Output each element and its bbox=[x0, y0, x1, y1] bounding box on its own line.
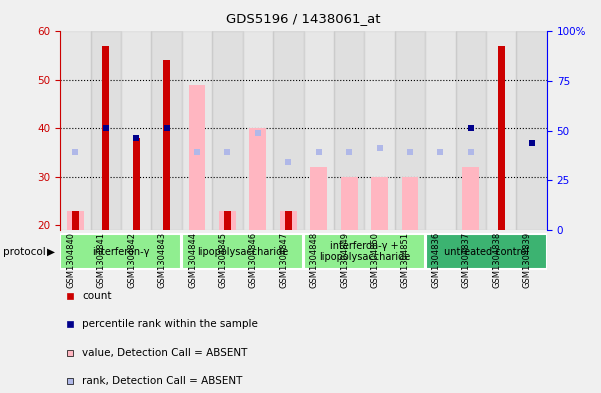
Bar bbox=[426, 31, 456, 230]
Text: GSM1304850: GSM1304850 bbox=[371, 232, 380, 288]
Bar bbox=[280, 211, 297, 230]
Bar bbox=[102, 46, 109, 230]
Bar bbox=[304, 234, 425, 269]
Bar bbox=[219, 211, 236, 230]
Bar bbox=[463, 167, 479, 230]
Text: interferon-γ: interferon-γ bbox=[92, 246, 150, 257]
Bar bbox=[426, 234, 546, 269]
Bar bbox=[67, 211, 84, 230]
Bar bbox=[249, 128, 266, 230]
Text: GSM1304836: GSM1304836 bbox=[432, 232, 441, 288]
Text: GSM1304848: GSM1304848 bbox=[310, 232, 319, 288]
Bar bbox=[516, 31, 547, 230]
Bar bbox=[151, 31, 182, 230]
Text: GSM1304841: GSM1304841 bbox=[97, 232, 106, 288]
Text: GSM1304842: GSM1304842 bbox=[127, 232, 136, 288]
Bar bbox=[91, 31, 121, 230]
Bar bbox=[285, 211, 291, 230]
Text: percentile rank within the sample: percentile rank within the sample bbox=[82, 319, 258, 329]
Bar bbox=[243, 31, 273, 230]
Bar bbox=[224, 211, 231, 230]
Text: GSM1304846: GSM1304846 bbox=[249, 232, 258, 288]
Bar bbox=[304, 31, 334, 230]
Bar bbox=[456, 31, 486, 230]
Text: GDS5196 / 1438061_at: GDS5196 / 1438061_at bbox=[226, 12, 381, 25]
Text: GSM1304847: GSM1304847 bbox=[279, 232, 288, 288]
Bar bbox=[121, 31, 151, 230]
Text: ▶: ▶ bbox=[47, 246, 55, 257]
Bar bbox=[163, 61, 170, 230]
Bar bbox=[182, 31, 212, 230]
Text: untreated control: untreated control bbox=[444, 246, 528, 257]
Bar bbox=[395, 31, 426, 230]
Text: GSM1304844: GSM1304844 bbox=[188, 232, 197, 288]
Text: value, Detection Call = ABSENT: value, Detection Call = ABSENT bbox=[82, 348, 248, 358]
Text: GSM1304849: GSM1304849 bbox=[340, 232, 349, 288]
Bar bbox=[310, 167, 327, 230]
Text: interferon-γ +
lipopolysaccharide: interferon-γ + lipopolysaccharide bbox=[319, 241, 410, 262]
Text: protocol: protocol bbox=[3, 246, 46, 257]
Bar bbox=[182, 234, 303, 269]
Bar bbox=[61, 234, 182, 269]
Text: GSM1304839: GSM1304839 bbox=[523, 232, 532, 288]
Bar bbox=[334, 31, 364, 230]
Text: GSM1304837: GSM1304837 bbox=[462, 232, 471, 288]
Bar bbox=[133, 138, 139, 230]
Text: GSM1304838: GSM1304838 bbox=[492, 232, 501, 288]
Text: GSM1304840: GSM1304840 bbox=[66, 232, 75, 288]
Bar bbox=[498, 46, 505, 230]
Bar bbox=[189, 84, 206, 230]
Text: GSM1304851: GSM1304851 bbox=[401, 232, 410, 288]
Text: rank, Detection Call = ABSENT: rank, Detection Call = ABSENT bbox=[82, 376, 242, 386]
Bar bbox=[401, 177, 418, 230]
Bar bbox=[72, 211, 79, 230]
Bar bbox=[371, 177, 388, 230]
Bar bbox=[486, 31, 516, 230]
Bar bbox=[364, 31, 395, 230]
Text: lipopolysaccharide: lipopolysaccharide bbox=[197, 246, 288, 257]
Bar bbox=[273, 31, 304, 230]
Bar bbox=[212, 31, 243, 230]
Bar bbox=[60, 31, 91, 230]
Text: count: count bbox=[82, 290, 112, 301]
Text: GSM1304843: GSM1304843 bbox=[157, 232, 166, 288]
Text: GSM1304845: GSM1304845 bbox=[218, 232, 227, 288]
Bar bbox=[341, 177, 358, 230]
